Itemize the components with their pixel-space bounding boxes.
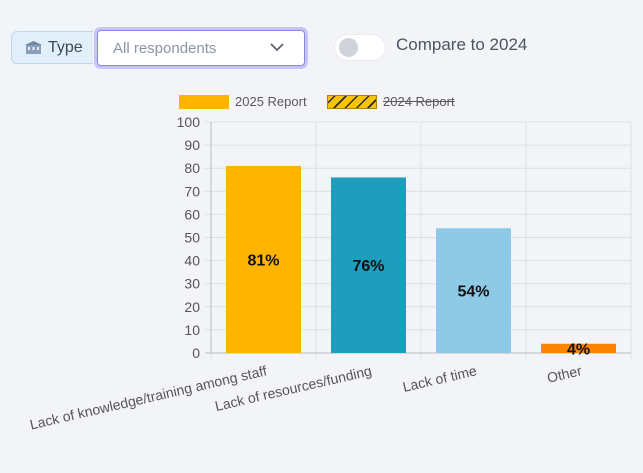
- y-tick-label: 0: [192, 345, 200, 361]
- type-filter-label: Type: [11, 31, 93, 64]
- y-tick-label: 70: [184, 183, 200, 199]
- type-label-text: Type: [48, 38, 83, 56]
- respondents-dropdown[interactable]: All respondents: [94, 27, 308, 69]
- y-tick-label: 20: [184, 299, 200, 315]
- bar-data-label: 54%: [457, 284, 489, 301]
- y-tick-label: 10: [184, 322, 200, 338]
- compare-toggle[interactable]: [334, 34, 386, 61]
- legend-item-2025[interactable]: 2025 Report: [179, 94, 307, 109]
- y-tick-label: 90: [184, 137, 200, 153]
- bar[interactable]: [331, 177, 406, 353]
- dropdown-value: All respondents: [113, 39, 217, 57]
- legend-swatch-2024: [327, 94, 377, 109]
- y-tick-label: 40: [184, 253, 200, 269]
- chevron-down-icon: [270, 43, 284, 52]
- toggle-knob: [339, 38, 358, 57]
- filter-toolbar: Type All respondents Compare to 2024: [0, 0, 643, 85]
- legend-label-2024: 2024 Report: [383, 94, 455, 109]
- bar[interactable]: [226, 165, 301, 353]
- x-category-label: Other: [545, 362, 583, 386]
- x-category-label: Lack of time: [401, 362, 478, 395]
- building-icon: [25, 40, 42, 54]
- bar-data-label: 4%: [567, 341, 590, 358]
- y-tick-label: 30: [184, 276, 200, 292]
- compare-label: Compare to 2024: [396, 35, 528, 54]
- y-tick-label: 50: [184, 230, 200, 246]
- legend-label-2025: 2025 Report: [235, 94, 307, 109]
- bar[interactable]: [436, 228, 511, 353]
- legend-swatch-2025: [179, 94, 229, 109]
- y-tick-label: 100: [177, 114, 201, 130]
- y-tick-label: 80: [184, 160, 200, 176]
- legend-item-2024[interactable]: 2024 Report: [327, 94, 455, 109]
- bar-data-label: 81%: [247, 252, 279, 269]
- bar[interactable]: [541, 343, 616, 353]
- y-tick-label: 60: [184, 206, 200, 222]
- bar-data-label: 76%: [352, 258, 384, 275]
